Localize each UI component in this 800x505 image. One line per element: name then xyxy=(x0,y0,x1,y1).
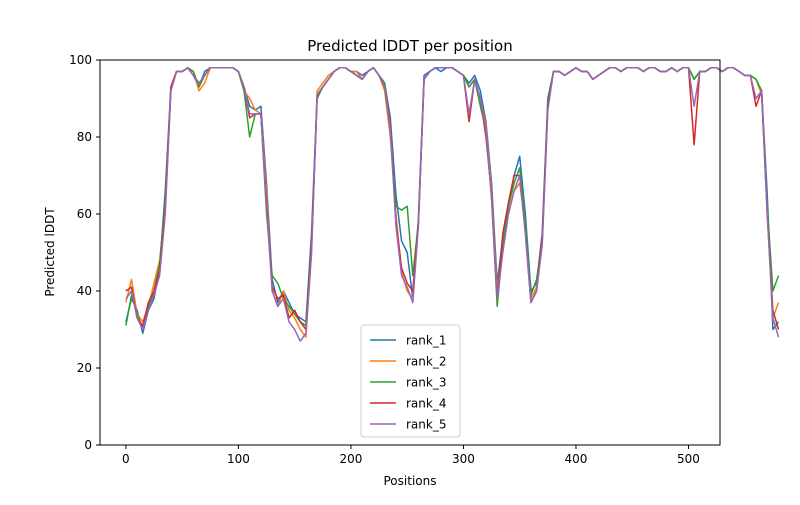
y-tick-label: 80 xyxy=(77,130,92,144)
y-tick-label: 40 xyxy=(77,284,92,298)
x-tick-label: 0 xyxy=(122,452,130,466)
x-tick-label: 200 xyxy=(339,452,362,466)
x-axis-label: Positions xyxy=(384,474,437,488)
legend-label-rank_4: rank_4 xyxy=(406,397,446,411)
y-axis: 0 20 40 60 80 100 xyxy=(69,53,100,452)
series-line-rank_5 xyxy=(125,66,780,342)
legend-label-rank_1: rank_1 xyxy=(406,334,446,348)
y-tick-label: 20 xyxy=(77,361,92,375)
x-tick-label: 500 xyxy=(677,452,700,466)
y-tick-label: 60 xyxy=(77,207,92,221)
y-tick-label: 100 xyxy=(69,53,92,67)
chart-title: Predicted lDDT per position xyxy=(307,37,512,55)
legend-box xyxy=(360,324,461,438)
plot-frame xyxy=(99,59,721,446)
legend: rank_1 rank_2 rank_3 rank_4 rank_5 xyxy=(360,324,461,438)
legend-label-rank_3: rank_3 xyxy=(406,376,446,390)
x-tick-label: 400 xyxy=(565,452,588,466)
x-tick-label: 300 xyxy=(452,452,475,466)
y-axis-label: Predicted lDDT xyxy=(43,207,57,297)
y-tick-label: 0 xyxy=(84,438,92,452)
x-axis: 0 100 200 300 400 500 xyxy=(122,445,700,466)
series-layer xyxy=(125,66,780,342)
legend-label-rank_2: rank_2 xyxy=(406,355,446,369)
x-tick-label: 100 xyxy=(227,452,250,466)
legend-label-rank_5: rank_5 xyxy=(406,418,446,432)
